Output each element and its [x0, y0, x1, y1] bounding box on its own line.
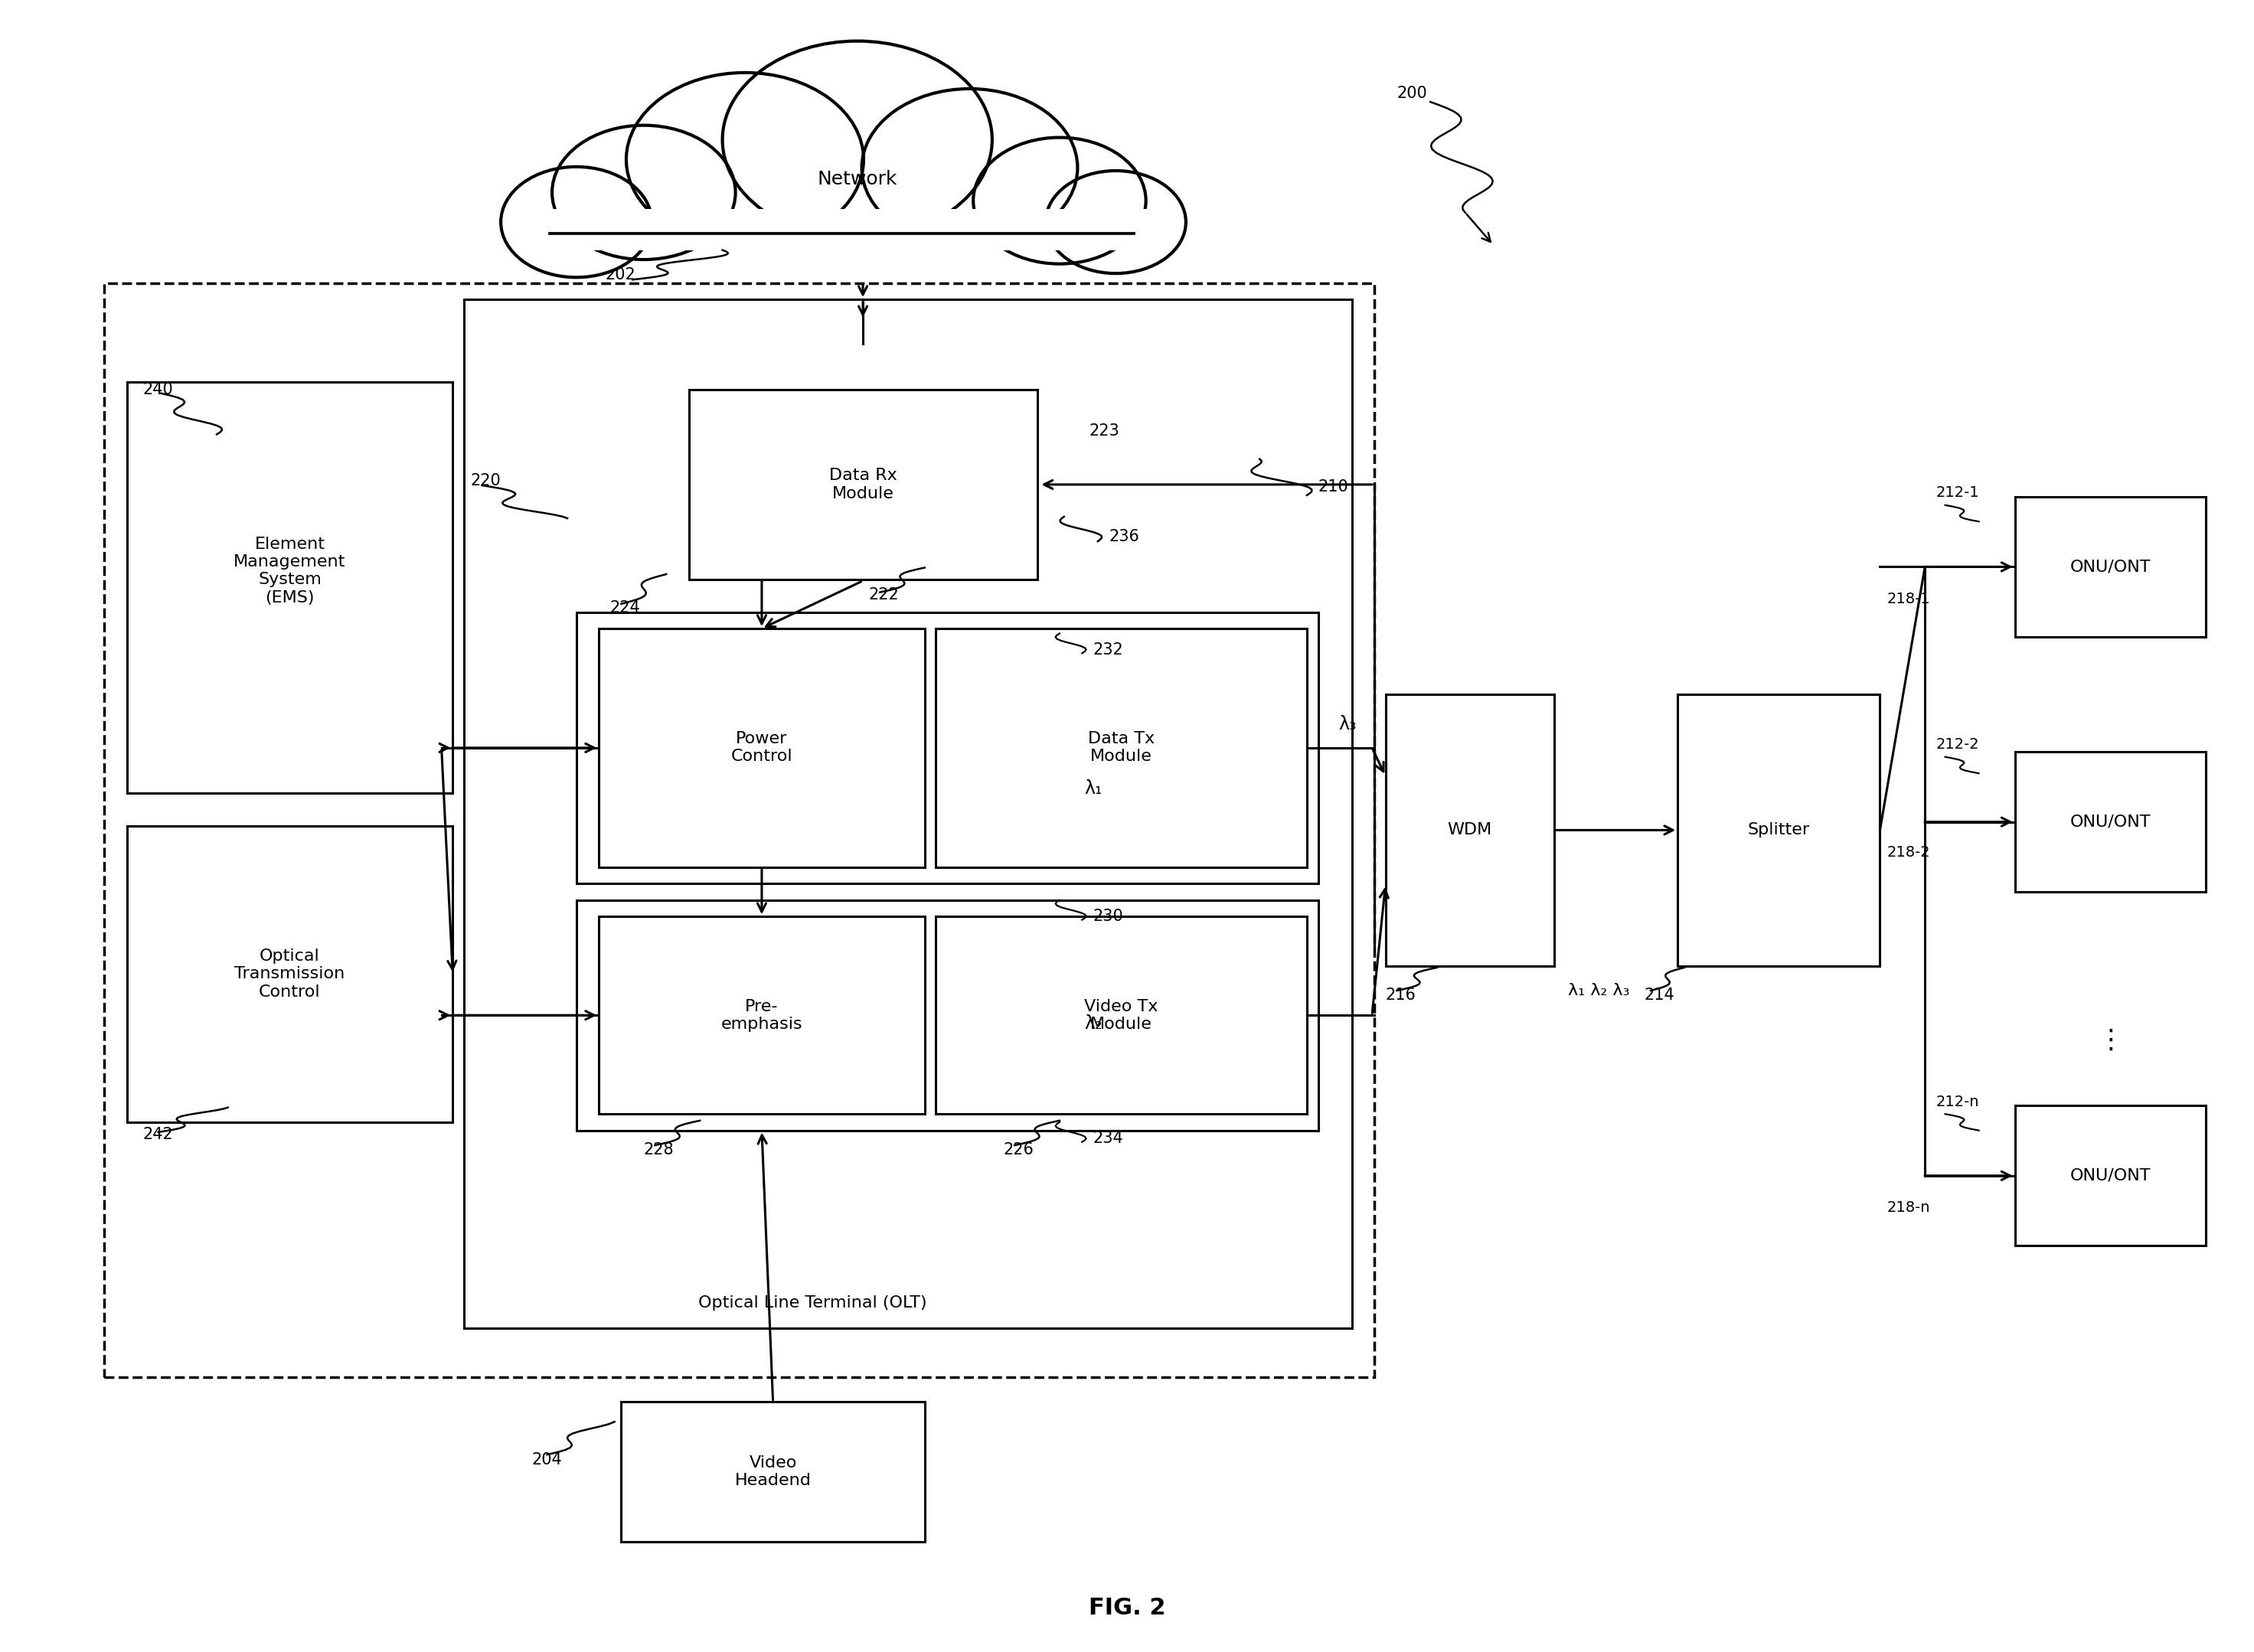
Text: 202: 202	[606, 268, 636, 282]
Text: 222: 222	[868, 588, 899, 603]
Text: 210: 210	[1319, 479, 1348, 494]
Circle shape	[627, 73, 863, 246]
Text: 236: 236	[1109, 529, 1141, 544]
FancyBboxPatch shape	[622, 1403, 924, 1541]
FancyBboxPatch shape	[577, 613, 1319, 884]
FancyBboxPatch shape	[2015, 497, 2207, 636]
Text: Pre-
emphasis: Pre- emphasis	[721, 999, 802, 1032]
FancyBboxPatch shape	[126, 826, 453, 1122]
Text: Network: Network	[818, 170, 897, 188]
FancyBboxPatch shape	[2015, 752, 2207, 892]
Text: ONU/ONT: ONU/ONT	[2069, 558, 2150, 575]
Text: Data Tx
Module: Data Tx Module	[1089, 732, 1154, 765]
Text: Optical
Transmission
Control: Optical Transmission Control	[234, 948, 345, 999]
FancyBboxPatch shape	[600, 917, 924, 1113]
Text: ⋮: ⋮	[2096, 1028, 2123, 1052]
FancyBboxPatch shape	[690, 390, 1037, 580]
FancyBboxPatch shape	[1386, 694, 1553, 966]
Circle shape	[974, 137, 1145, 264]
Text: 232: 232	[1093, 643, 1125, 657]
Circle shape	[1046, 170, 1186, 273]
Text: 218-1: 218-1	[1887, 591, 1929, 606]
Circle shape	[500, 167, 651, 278]
Text: 234: 234	[1093, 1132, 1125, 1146]
Text: λ₂: λ₂	[1084, 1014, 1102, 1032]
Text: 216: 216	[1386, 988, 1416, 1003]
Circle shape	[861, 89, 1077, 246]
FancyBboxPatch shape	[2015, 1105, 2207, 1246]
Text: 218-n: 218-n	[1887, 1201, 1929, 1216]
FancyBboxPatch shape	[1677, 694, 1880, 966]
FancyBboxPatch shape	[104, 282, 1375, 1378]
Text: 230: 230	[1093, 909, 1125, 923]
FancyBboxPatch shape	[577, 900, 1319, 1130]
Text: 242: 242	[142, 1127, 174, 1143]
Text: 200: 200	[1397, 86, 1427, 101]
Text: 212-1: 212-1	[1936, 486, 1979, 501]
Text: λ₁ λ₂ λ₃: λ₁ λ₂ λ₃	[1569, 983, 1630, 998]
FancyBboxPatch shape	[935, 917, 1307, 1113]
FancyBboxPatch shape	[543, 208, 1150, 249]
Text: Element
Management
System
(EMS): Element Management System (EMS)	[234, 537, 345, 605]
Text: 226: 226	[1003, 1142, 1035, 1158]
Text: 218-2: 218-2	[1887, 846, 1929, 859]
Text: Video
Headend: Video Headend	[735, 1455, 811, 1488]
Text: 212-n: 212-n	[1936, 1095, 1979, 1108]
FancyBboxPatch shape	[464, 299, 1352, 1328]
FancyBboxPatch shape	[935, 628, 1307, 867]
FancyBboxPatch shape	[126, 382, 453, 793]
Text: Video Tx
Module: Video Tx Module	[1084, 999, 1159, 1032]
Circle shape	[724, 41, 992, 238]
Text: ONU/ONT: ONU/ONT	[2069, 1168, 2150, 1183]
Text: Splitter: Splitter	[1747, 823, 1810, 838]
Text: FIG. 2: FIG. 2	[1089, 1596, 1165, 1619]
FancyBboxPatch shape	[600, 628, 924, 867]
Text: ONU/ONT: ONU/ONT	[2069, 814, 2150, 829]
Text: Optical Line Terminal (OLT): Optical Line Terminal (OLT)	[699, 1295, 926, 1312]
Text: λ₃: λ₃	[1339, 715, 1357, 733]
Text: 212-2: 212-2	[1936, 737, 1979, 752]
Text: 224: 224	[611, 601, 640, 616]
Text: 228: 228	[645, 1142, 674, 1158]
Circle shape	[552, 126, 735, 259]
Text: 214: 214	[1643, 988, 1675, 1003]
Text: 204: 204	[532, 1452, 561, 1467]
Text: WDM: WDM	[1447, 823, 1492, 838]
Text: 220: 220	[471, 472, 500, 487]
Text: λ₁: λ₁	[1084, 780, 1102, 798]
Text: 240: 240	[142, 382, 174, 398]
Text: 223: 223	[1089, 423, 1120, 439]
Text: Power
Control: Power Control	[730, 732, 793, 765]
Text: Data Rx
Module: Data Rx Module	[829, 468, 897, 501]
